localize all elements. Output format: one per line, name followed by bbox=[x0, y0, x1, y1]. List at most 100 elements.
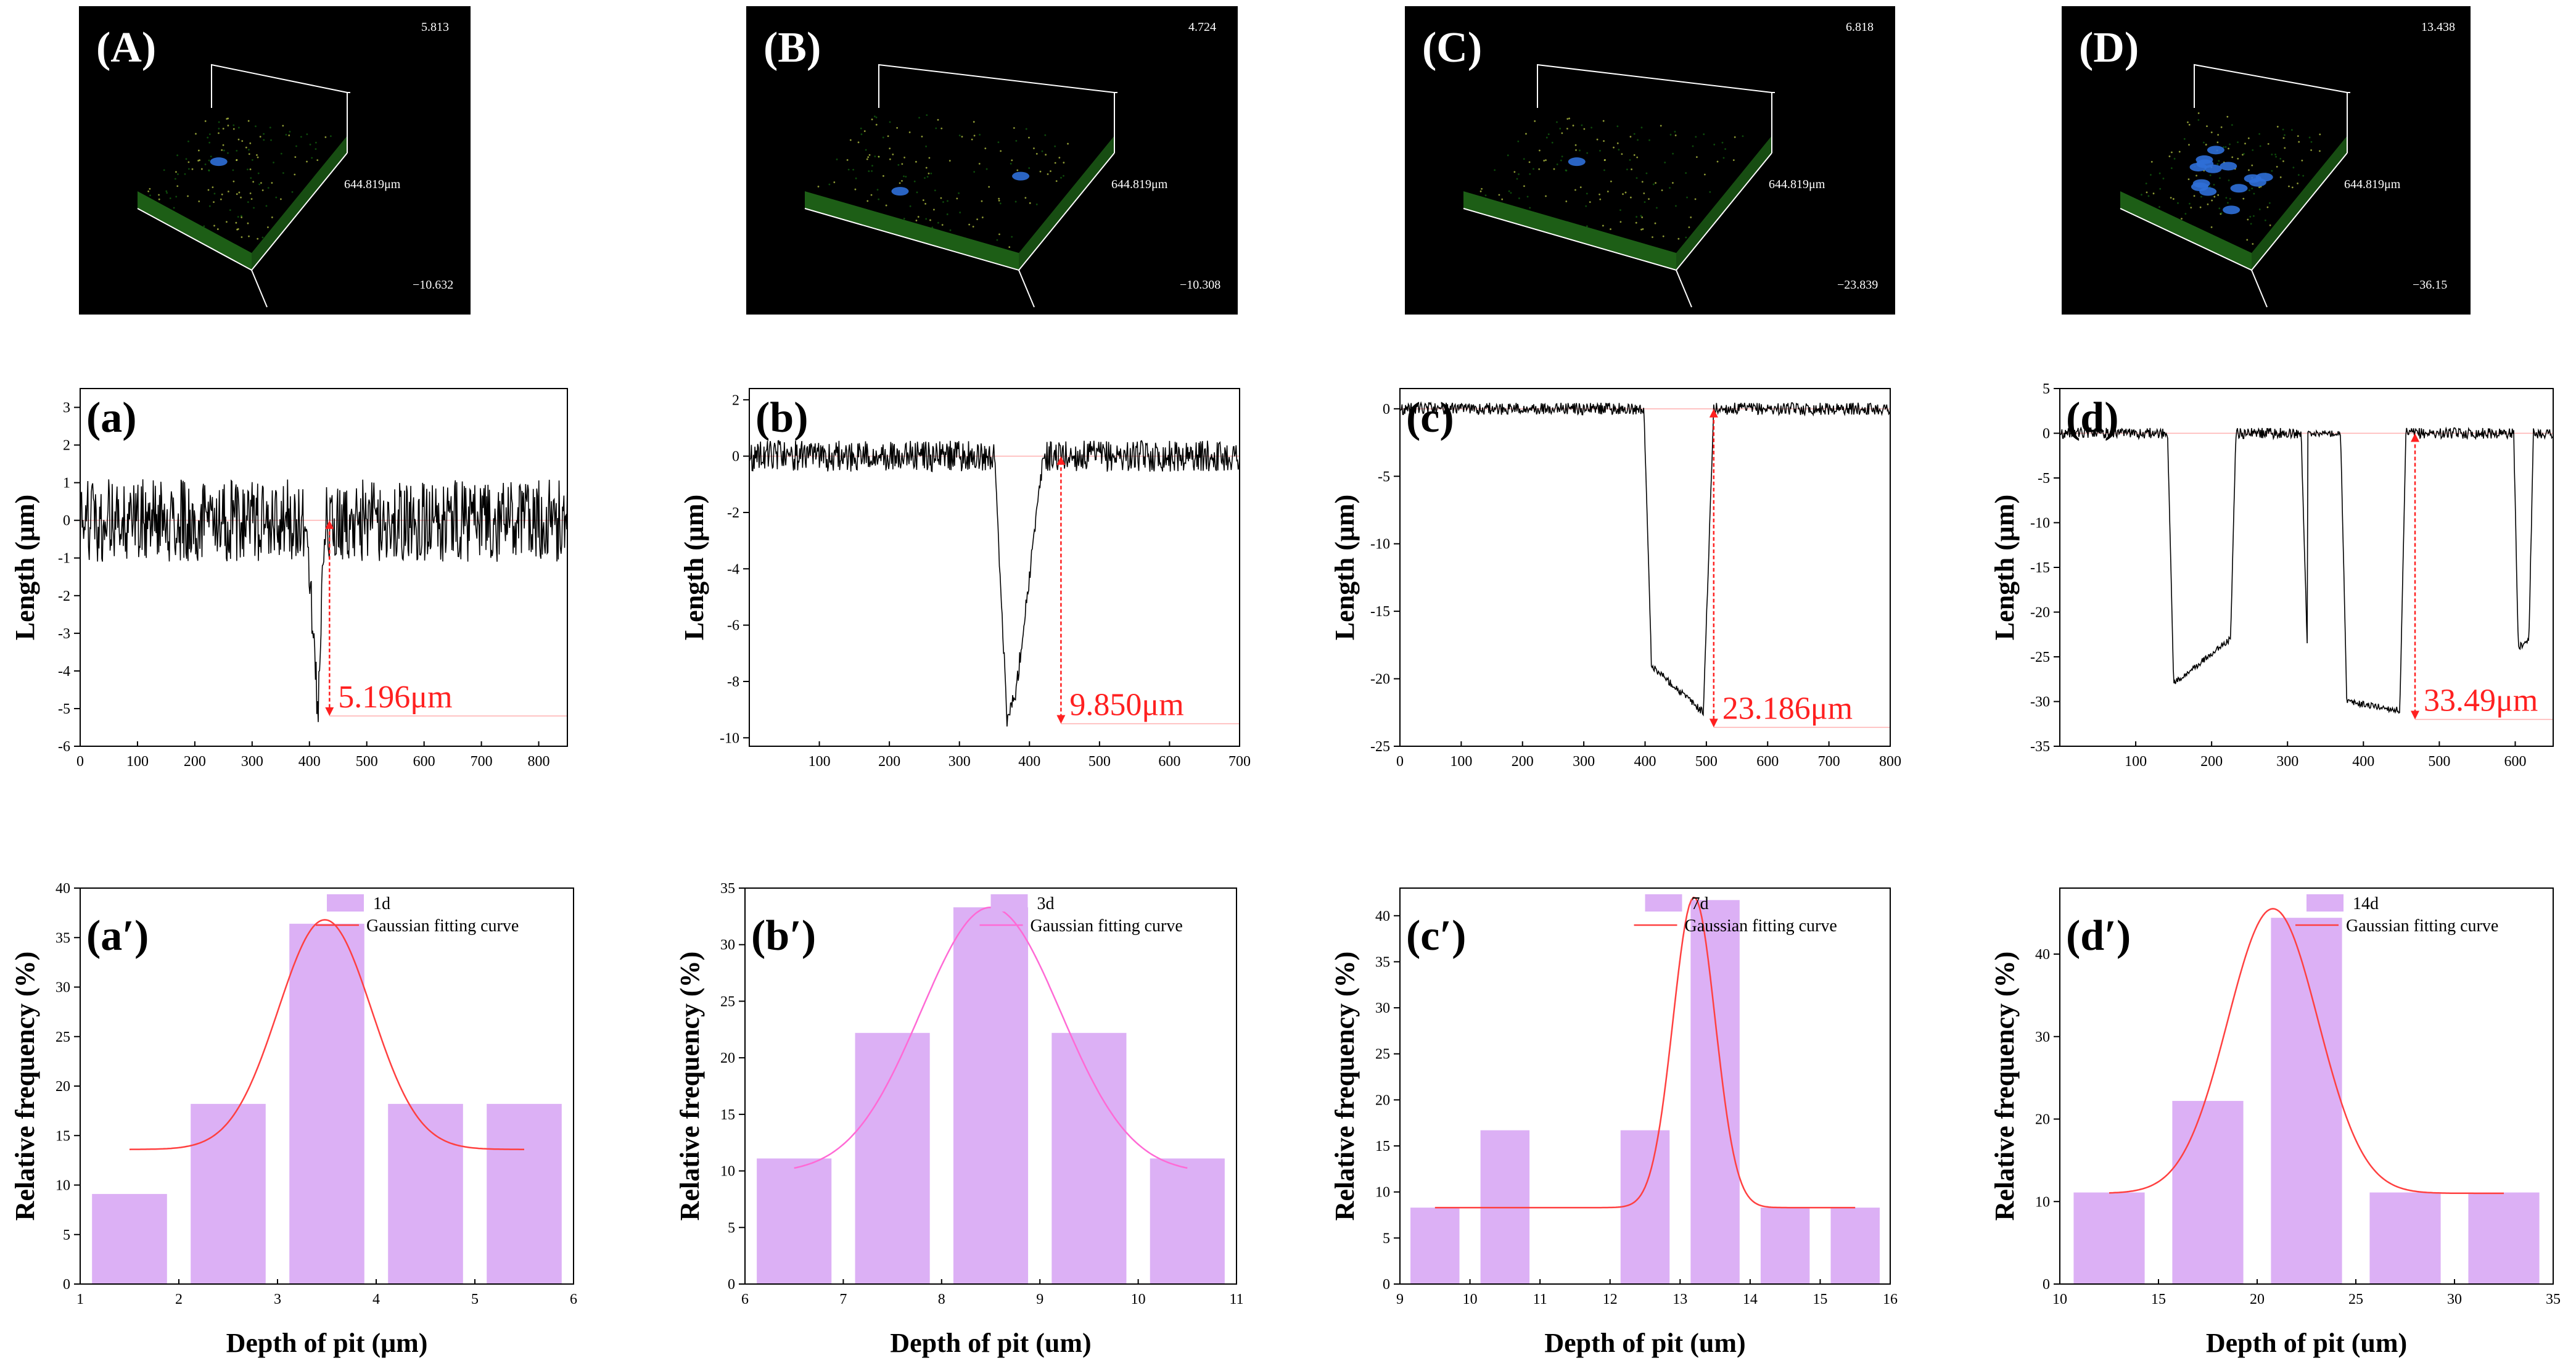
y-tick-label: -5 bbox=[2038, 471, 2050, 487]
y-tick-label: 35 bbox=[56, 930, 70, 946]
surface-speckle bbox=[256, 154, 258, 156]
colorbar bbox=[1853, 36, 1861, 265]
surface-speckle bbox=[1633, 154, 1636, 156]
surface-speckle bbox=[1525, 133, 1527, 135]
surface-speckle bbox=[1529, 173, 1531, 175]
surface-speckle bbox=[1599, 193, 1600, 196]
surface-speckle bbox=[288, 134, 290, 136]
histogram-chart-c: 7d Gaussian fitting curve (c′) Depth of pit… bbox=[1307, 870, 1899, 1371]
surface-speckle bbox=[979, 134, 981, 136]
surface-speckle bbox=[149, 194, 151, 197]
depth-arrow-head bbox=[325, 707, 334, 716]
plot-frame bbox=[80, 388, 568, 747]
surface-speckle bbox=[294, 156, 297, 159]
surface-speckle bbox=[306, 133, 308, 136]
surface-speckle bbox=[232, 180, 235, 183]
surface-speckle bbox=[2217, 194, 2220, 196]
panel-label: (c) bbox=[1406, 394, 1454, 442]
surface-speckle bbox=[2150, 160, 2153, 163]
surface-speckle bbox=[998, 197, 1000, 200]
surface-speckle bbox=[2178, 150, 2181, 153]
surface-top bbox=[805, 108, 1114, 253]
surface-speckle bbox=[833, 181, 836, 183]
x-tick-label: 600 bbox=[1756, 754, 1779, 770]
surface-speckle bbox=[1631, 168, 1632, 170]
surface-speckle bbox=[903, 156, 905, 159]
panel-label: (a) bbox=[86, 394, 137, 442]
surface-speckle bbox=[2250, 223, 2252, 225]
colorbar-min-label: −10.308 bbox=[1180, 278, 1220, 292]
surface-speckle bbox=[958, 192, 960, 194]
surface-speckle bbox=[846, 159, 849, 161]
surface-speckle bbox=[1566, 128, 1568, 130]
surface-top bbox=[1463, 108, 1772, 253]
surface-speckle bbox=[924, 177, 926, 179]
surface-speckle bbox=[324, 136, 327, 138]
surface-speckle bbox=[2258, 208, 2261, 210]
surface-speckle bbox=[2282, 160, 2284, 162]
surface-speckle bbox=[903, 175, 905, 178]
pit-marker bbox=[2204, 164, 2222, 173]
surface-speckle bbox=[2159, 187, 2162, 190]
colorbar bbox=[429, 36, 436, 265]
surface-speckle bbox=[903, 218, 905, 220]
surface-speckle bbox=[1602, 120, 1605, 122]
legend-bar-swatch bbox=[2306, 894, 2344, 912]
surface-speckle bbox=[2282, 137, 2285, 139]
y-tick-label: 2 bbox=[732, 392, 739, 408]
surface-speckle bbox=[187, 161, 190, 163]
x-dimension-arrow bbox=[1676, 270, 1692, 308]
surface-speckle bbox=[2224, 146, 2227, 148]
y-tick-label: 5 bbox=[1383, 1230, 1390, 1246]
x-axis-title: Depth of pit (um) bbox=[2206, 1328, 2407, 1358]
profile-line bbox=[749, 440, 1240, 727]
x-tick-label: 2 bbox=[175, 1291, 183, 1307]
y-tick-label: -30 bbox=[2030, 694, 2050, 710]
y-tick-label: -15 bbox=[1370, 604, 1390, 620]
surface-speckle bbox=[1517, 140, 1520, 142]
surface-speckle bbox=[875, 123, 878, 126]
pit-marker bbox=[2230, 184, 2248, 193]
x-tick-label: 1 bbox=[76, 1291, 84, 1307]
surface-speckle bbox=[854, 188, 857, 191]
surface-speckle bbox=[240, 215, 242, 217]
surface-speckle bbox=[291, 191, 294, 193]
surface-speckle bbox=[1561, 132, 1563, 134]
surface-speckle bbox=[1604, 159, 1606, 161]
surface-speckle bbox=[166, 192, 168, 194]
surface-speckle bbox=[1507, 154, 1509, 157]
y-axis-title: Length (μm) bbox=[679, 495, 709, 640]
surface-speckle bbox=[267, 187, 270, 189]
surface-speckle bbox=[2147, 195, 2150, 197]
surface-speckle bbox=[2251, 164, 2253, 167]
surface-speckle bbox=[1526, 196, 1529, 198]
surface-speckle bbox=[1703, 133, 1705, 136]
surface-speckle bbox=[1028, 167, 1031, 169]
x-tick-label: 11 bbox=[1533, 1291, 1547, 1307]
surface-speckle bbox=[916, 191, 918, 194]
surface-speckle bbox=[260, 182, 262, 184]
surface-speckle bbox=[1644, 201, 1646, 204]
surface-speckle bbox=[2219, 177, 2221, 179]
surface-speckle bbox=[1603, 140, 1605, 142]
y-tick-label: 30 bbox=[720, 937, 735, 953]
surface-speckle bbox=[997, 141, 1000, 144]
surface-speckle bbox=[2253, 215, 2255, 217]
surface-speckle bbox=[2302, 175, 2305, 177]
depth-annotation: 5.196μm bbox=[338, 680, 452, 715]
x-tick-label: 500 bbox=[1088, 754, 1111, 770]
colorbar bbox=[1196, 36, 1203, 265]
surface-speckle bbox=[1674, 131, 1676, 133]
surface-speckle bbox=[240, 196, 242, 199]
surface-speckle bbox=[2284, 147, 2286, 149]
surface-speckle bbox=[248, 149, 250, 151]
x-dimension-arrow bbox=[2251, 270, 2268, 308]
surface-speckle bbox=[2158, 172, 2161, 175]
surface-speckle bbox=[1498, 194, 1500, 196]
surface-speckle bbox=[1672, 182, 1674, 184]
surface-speckle bbox=[2203, 141, 2205, 144]
surface-speckle bbox=[1551, 141, 1553, 144]
y-axis-title: Length (μm) bbox=[10, 495, 40, 640]
surface-speckle bbox=[247, 120, 250, 122]
histogram-svg-b: 3d Gaussian fitting curve (b′) Depth of pit… bbox=[675, 881, 1244, 1358]
